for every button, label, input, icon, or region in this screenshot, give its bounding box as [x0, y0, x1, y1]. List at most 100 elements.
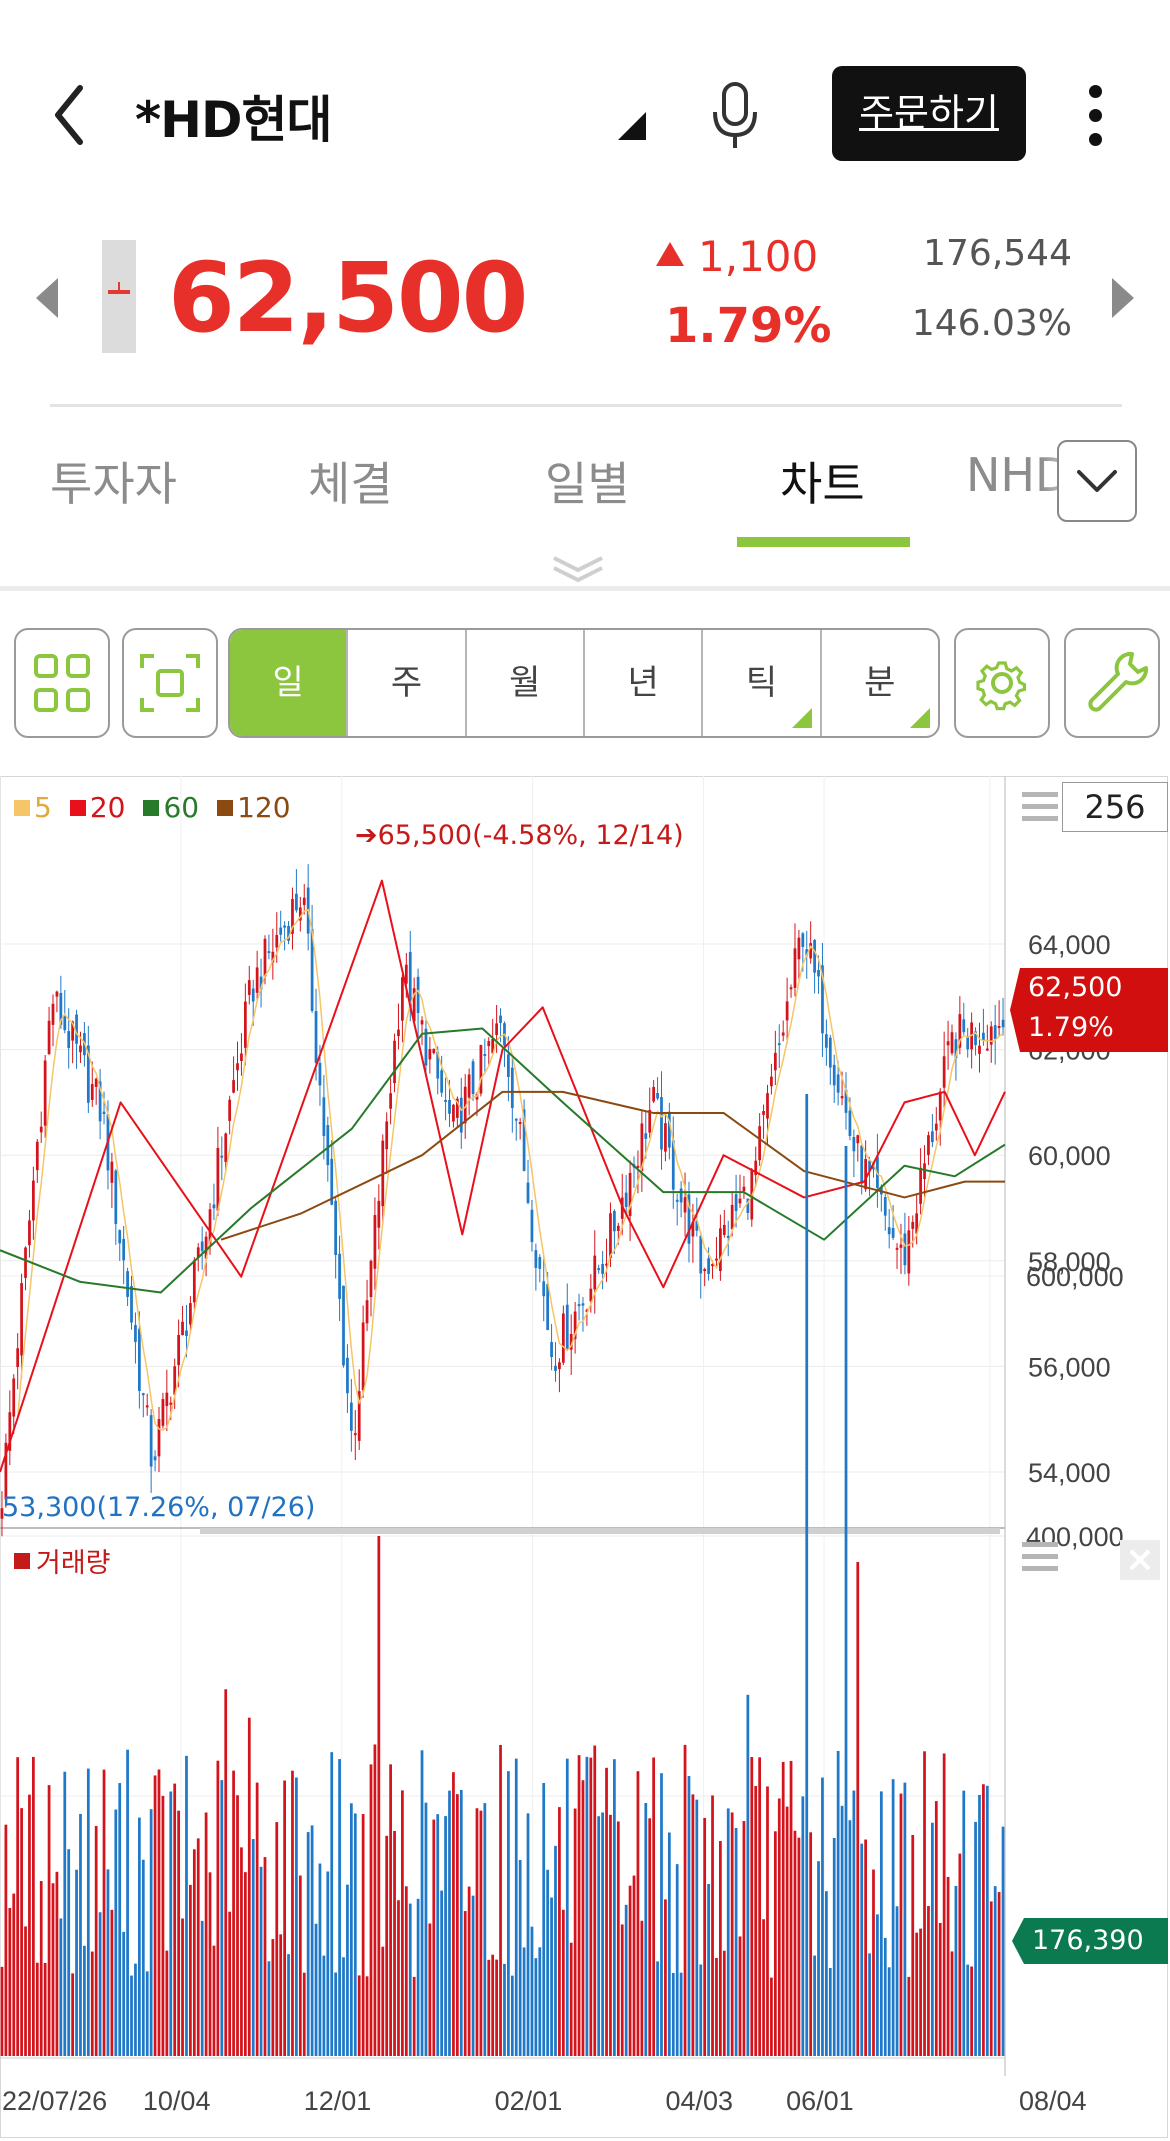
candle-body: [189, 1303, 192, 1325]
volume-bar: [161, 1795, 165, 2056]
candle-body: [687, 1194, 691, 1244]
volume-bar: [67, 1849, 71, 2056]
volume-bar: [173, 1783, 177, 2056]
candle-body: [122, 1238, 126, 1261]
period-tick[interactable]: 틱: [703, 630, 822, 736]
volume-bar: [55, 1871, 59, 2056]
price-change-percent: 1.79%: [665, 298, 832, 354]
close-icon[interactable]: ×: [1120, 1540, 1160, 1580]
candle-body: [561, 1313, 565, 1363]
settings-button[interactable]: [954, 628, 1050, 738]
volume-bar: [283, 1780, 286, 2056]
volume-bar: [243, 1872, 247, 2056]
candle-body: [302, 897, 306, 905]
volume-bar: [185, 1755, 188, 2056]
candle-body: [624, 1192, 628, 1207]
microphone-icon[interactable]: [710, 80, 760, 150]
period-year[interactable]: 년: [585, 630, 704, 736]
candle-body: [365, 1300, 369, 1324]
candle-body: [695, 1220, 699, 1231]
candle-body: [946, 1041, 950, 1046]
candle-body: [927, 1135, 930, 1155]
tab-expand-button[interactable]: [1057, 440, 1137, 522]
volume-bar: [240, 1847, 243, 2056]
volume-bar: [479, 1810, 483, 2056]
candle-body: [298, 907, 302, 921]
candle-body: [428, 1049, 432, 1060]
candle-body: [938, 1091, 942, 1121]
volume-bar: [271, 1939, 275, 2056]
next-stock-icon[interactable]: [1112, 278, 1134, 318]
candle-body: [322, 1097, 326, 1137]
double-chevron-icon[interactable]: [548, 552, 608, 586]
period-month[interactable]: 월: [467, 630, 585, 736]
candle-body: [404, 964, 408, 984]
wrench-icon: [1088, 651, 1149, 712]
period-week[interactable]: 주: [348, 630, 467, 736]
candle-body: [259, 976, 263, 990]
volume-bar: [982, 1784, 985, 2056]
candle-body: [39, 1126, 43, 1133]
layout-grid-button[interactable]: [14, 628, 110, 738]
fullscreen-button[interactable]: [122, 628, 218, 738]
volume-bar: [196, 1838, 200, 2056]
volume-bar: [463, 1911, 467, 2056]
volume-bar: [259, 1866, 263, 2056]
candle-body: [408, 951, 412, 1010]
candle-body: [114, 1170, 118, 1224]
volume-bar: [942, 1753, 946, 2056]
chart-menu-icon[interactable]: [1022, 792, 1058, 822]
date-tick-label: 02/01: [495, 2086, 563, 2116]
up-triangle-icon: [656, 242, 684, 266]
stock-chart[interactable]: 64,00062,00060,00058,00056,00054,000600,…: [0, 776, 1170, 2138]
back-icon[interactable]: [50, 80, 90, 150]
stock-title[interactable]: *HD현대: [135, 91, 332, 149]
volume-menu-icon[interactable]: [1022, 1542, 1058, 1572]
volume-bar: [644, 1802, 648, 2056]
volume-bar: [616, 1821, 620, 2056]
candle-body: [558, 1362, 561, 1370]
candle-body: [275, 935, 279, 948]
current-price-tag-pct: 1.79%: [1028, 1012, 1114, 1043]
candle-body: [546, 1284, 550, 1331]
stock-dropdown-icon[interactable]: [618, 112, 646, 140]
more-options-icon[interactable]: [1080, 85, 1110, 146]
volume-bar: [228, 1911, 232, 2056]
tab-investor[interactable]: 투자자: [50, 457, 177, 511]
volume-bar: [703, 1817, 707, 2056]
tab-daily[interactable]: 일별: [545, 457, 630, 511]
volume-bar: [314, 1923, 318, 2056]
tools-button[interactable]: [1064, 628, 1160, 738]
period-day[interactable]: 일: [230, 630, 349, 736]
candle-body: [954, 1039, 958, 1059]
candle-body: [161, 1399, 165, 1426]
legend-ma5: 5: [14, 791, 52, 824]
candle-body: [860, 1145, 864, 1184]
candle-body: [958, 1014, 962, 1048]
volume-bar: [813, 1955, 816, 2056]
candle-body: [149, 1415, 153, 1467]
previous-stock-icon[interactable]: [36, 278, 58, 318]
tab-chart[interactable]: 차트: [780, 457, 865, 511]
candle-body: [605, 1263, 608, 1266]
order-button[interactable]: 주문하기: [832, 66, 1026, 161]
volume-bar: [420, 1750, 424, 2056]
current-price-tag-value: 62,500: [1028, 972, 1123, 1003]
volume-bar: [750, 1757, 754, 2056]
volume-bar: [636, 1771, 640, 2056]
candle-body: [699, 1235, 703, 1274]
volume-bar: [251, 1839, 255, 2056]
volume-bar: [966, 1964, 970, 2056]
candle-body: [389, 1093, 392, 1109]
zoom-count[interactable]: 256: [1062, 782, 1168, 832]
volume-bar: [334, 1972, 338, 2056]
volume-bar: [652, 1757, 656, 2056]
tab-trades[interactable]: 체결: [308, 457, 393, 511]
volume-bar: [699, 1964, 703, 2056]
period-minute[interactable]: 분: [822, 630, 938, 736]
candle-body: [872, 1163, 875, 1170]
legend-ma120: 120: [217, 791, 291, 824]
volume-bar: [455, 1794, 459, 2056]
candle-body: [267, 951, 271, 954]
volume-bar: [330, 1752, 334, 2056]
